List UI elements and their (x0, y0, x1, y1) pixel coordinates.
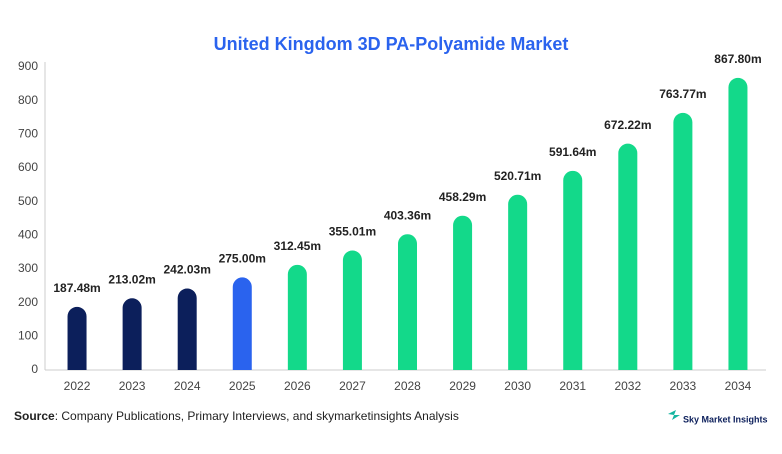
y-tick-label: 100 (18, 329, 38, 343)
bar (122, 298, 142, 370)
value-label: 403.36m (384, 208, 431, 222)
y-tick-label: 600 (18, 160, 38, 174)
y-tick-label: 500 (18, 194, 38, 208)
bar (673, 112, 693, 370)
value-label: 672.22m (604, 118, 651, 132)
y-tick-label: 300 (18, 261, 38, 275)
bar (232, 277, 252, 370)
value-label: 458.29m (439, 190, 486, 204)
bar (453, 215, 473, 370)
value-label: 520.71m (494, 169, 541, 183)
bar (563, 170, 583, 370)
source-label: Source (14, 409, 55, 423)
value-label: 355.01m (329, 225, 376, 239)
value-label: 763.77m (659, 87, 706, 101)
source-text: : Company Publications, Primary Intervie… (55, 409, 459, 423)
x-tick-label: 2029 (449, 379, 476, 393)
value-label: 312.45m (274, 239, 321, 253)
value-label: 591.64m (549, 145, 596, 159)
bar (287, 264, 307, 370)
source: Source: Company Publications, Primary In… (14, 409, 459, 423)
logo: Sky Market Insights (668, 410, 768, 424)
bar (618, 143, 638, 370)
x-tick-label: 2023 (119, 379, 146, 393)
y-tick-label: 700 (18, 127, 38, 141)
x-tick-label: 2025 (229, 379, 256, 393)
y-tick-label: 800 (18, 93, 38, 107)
value-label: 867.80m (714, 52, 761, 66)
x-tick-label: 2033 (670, 379, 697, 393)
x-tick-label: 2034 (725, 379, 752, 393)
bar (508, 194, 528, 370)
x-tick-label: 2027 (339, 379, 366, 393)
value-label: 187.48m (53, 281, 100, 295)
y-tick-label: 400 (18, 228, 38, 242)
y-tick-label: 200 (18, 295, 38, 309)
bar (177, 288, 197, 370)
logo-text: Sky Market Insights (683, 414, 768, 424)
y-tick-label: 900 (18, 59, 38, 73)
bar (67, 306, 87, 370)
bar (728, 77, 748, 370)
x-tick-label: 2028 (394, 379, 421, 393)
value-label: 213.02m (108, 272, 155, 286)
value-label: 242.03m (164, 263, 211, 277)
bar (398, 234, 417, 370)
logo-icon (668, 410, 680, 420)
chart-title: United Kingdom 3D PA-Polyamide Market (214, 34, 569, 54)
bar (342, 250, 362, 370)
x-tick-label: 2030 (504, 379, 531, 393)
y-tick-label: 0 (31, 362, 38, 376)
value-label: 275.00m (219, 252, 266, 266)
x-tick-label: 2024 (174, 379, 201, 393)
x-tick-label: 2026 (284, 379, 311, 393)
x-tick-label: 2022 (64, 379, 91, 393)
x-tick-label: 2032 (614, 379, 641, 393)
x-tick-label: 2031 (559, 379, 586, 393)
